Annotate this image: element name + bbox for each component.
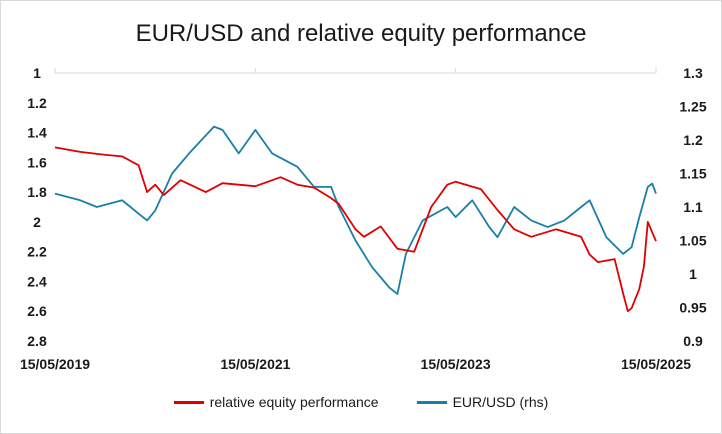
chart-title: EUR/USD and relative equity performance	[135, 20, 587, 47]
y-left-tick-label: 1.6	[27, 154, 47, 170]
y-left-tick-label: 2.4	[27, 273, 47, 289]
legend-label: EUR/USD (rhs)	[452, 394, 549, 410]
y-left-tick-label: 2.8	[27, 333, 47, 349]
y-left-tick-label: 1.8	[27, 184, 47, 200]
y-right-tick-label: 1.1	[683, 199, 703, 215]
legend-swatch-red	[173, 400, 204, 404]
y-right-tick-label: 0.9	[683, 333, 703, 349]
y-right-tick-label: 1.25	[679, 99, 706, 115]
x-tick-label: 15/05/2025	[621, 356, 691, 372]
y-right-tick-label: 1.05	[679, 233, 706, 249]
x-tick-label: 15/05/2023	[421, 356, 491, 372]
y-left-tick-label: 1	[33, 65, 41, 81]
y-right-tick-label: 1.2	[683, 132, 703, 148]
legend-swatch-blue	[416, 400, 447, 404]
y-right-tick-label: 1.3	[683, 65, 703, 81]
series-line-relative-equity	[54, 146, 657, 313]
y-left-tick-label: 1.2	[27, 95, 47, 111]
legend-item-eurusd: EUR/USD (rhs)	[416, 394, 549, 410]
x-tick-label: 15/05/2021	[220, 356, 290, 372]
y-left-tick-label: 2.6	[27, 303, 47, 319]
y-left-tick-label: 1.4	[27, 125, 47, 141]
y-right-tick-label: 1	[689, 266, 697, 282]
x-tick-label: 15/05/2019	[20, 356, 90, 372]
legend-label: relative equity performance	[209, 394, 379, 410]
y-right-tick-label: 0.95	[679, 300, 706, 316]
y-right-tick-label: 1.15	[679, 166, 706, 182]
y-left-tick-label: 2.2	[27, 244, 47, 260]
legend: relative equity performance EUR/USD (rhs…	[0, 394, 722, 410]
legend-item-relative-equity: relative equity performance	[173, 394, 379, 410]
series-line-eurusd	[54, 125, 657, 296]
y-left-tick-label: 2	[33, 214, 41, 230]
